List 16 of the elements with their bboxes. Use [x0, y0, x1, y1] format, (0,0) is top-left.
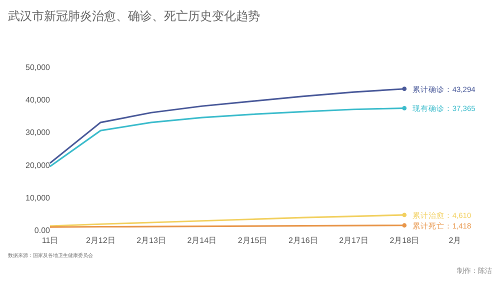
x-tick-label: 2月	[448, 236, 462, 245]
y-tick-label: 0.00	[34, 226, 51, 235]
x-tick-label: 2月13日	[136, 236, 166, 245]
y-tick-label: 20,000	[26, 160, 51, 170]
y-tick-label: 40,000	[26, 96, 51, 105]
x-tick-label: 2月12日	[86, 236, 116, 245]
chart-title: 武汉市新冠肺炎治愈、确诊、死亡历史变化趋势	[8, 9, 260, 23]
y-tick-label: 30,000	[26, 128, 51, 138]
x-tick-label: 2月17日	[339, 236, 368, 245]
x-tick-label: 2月15日	[238, 236, 268, 245]
x-tick-label: 2月18日	[390, 236, 420, 245]
x-tick-label: 11日	[42, 236, 58, 245]
y-tick-label: 10,000	[26, 193, 51, 202]
y-tick-label: 50,000	[26, 63, 51, 72]
x-tick-label: 2月16日	[288, 236, 318, 245]
x-tick-label: 2月14日	[187, 236, 217, 245]
